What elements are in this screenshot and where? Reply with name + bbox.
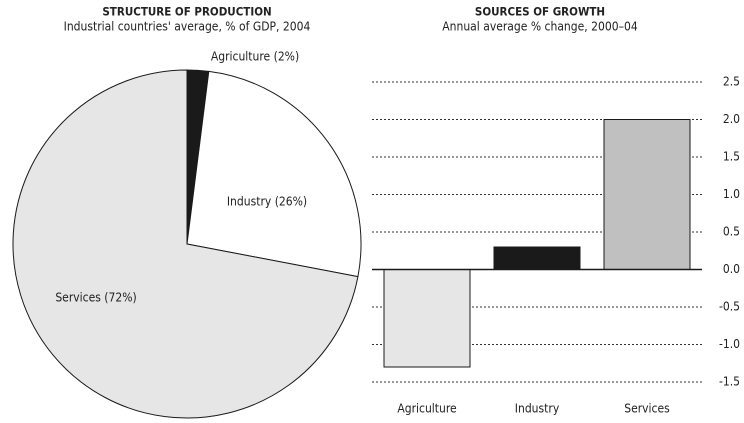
bar xyxy=(603,119,691,270)
y-tick-label: 1.5 xyxy=(723,150,740,164)
slice-label: Services (72%) xyxy=(55,291,136,305)
x-tick-label: Agriculture xyxy=(397,402,457,416)
y-tick-label: -0.5 xyxy=(719,300,740,314)
bar-title: SOURCES OF GROWTH xyxy=(475,5,605,19)
bar xyxy=(383,269,471,368)
x-tick-label: Industry xyxy=(515,402,560,416)
y-tick-label: 2.0 xyxy=(723,112,740,126)
y-tick-label: 1.0 xyxy=(723,187,740,201)
slice-label: Industry (26%) xyxy=(227,195,307,209)
pie-slice xyxy=(186,70,362,278)
bar xyxy=(493,246,581,270)
pie-slice xyxy=(12,69,359,419)
y-tick-label: -1.0 xyxy=(719,337,740,351)
x-tick-label: Services xyxy=(624,402,670,416)
y-tick-label: 0.5 xyxy=(723,225,740,239)
bar-subtitle: Annual average % change, 2000–04 xyxy=(442,20,638,34)
y-tick-label: 2.5 xyxy=(723,75,740,89)
y-tick-label: 0.0 xyxy=(723,262,740,276)
pie-subtitle: Industrial countries' average, % of GDP,… xyxy=(64,20,311,34)
y-tick-label: -1.5 xyxy=(719,375,740,389)
pie-title: STRUCTURE OF PRODUCTION xyxy=(102,5,271,19)
slice-label: Agriculture (2%) xyxy=(211,50,299,64)
